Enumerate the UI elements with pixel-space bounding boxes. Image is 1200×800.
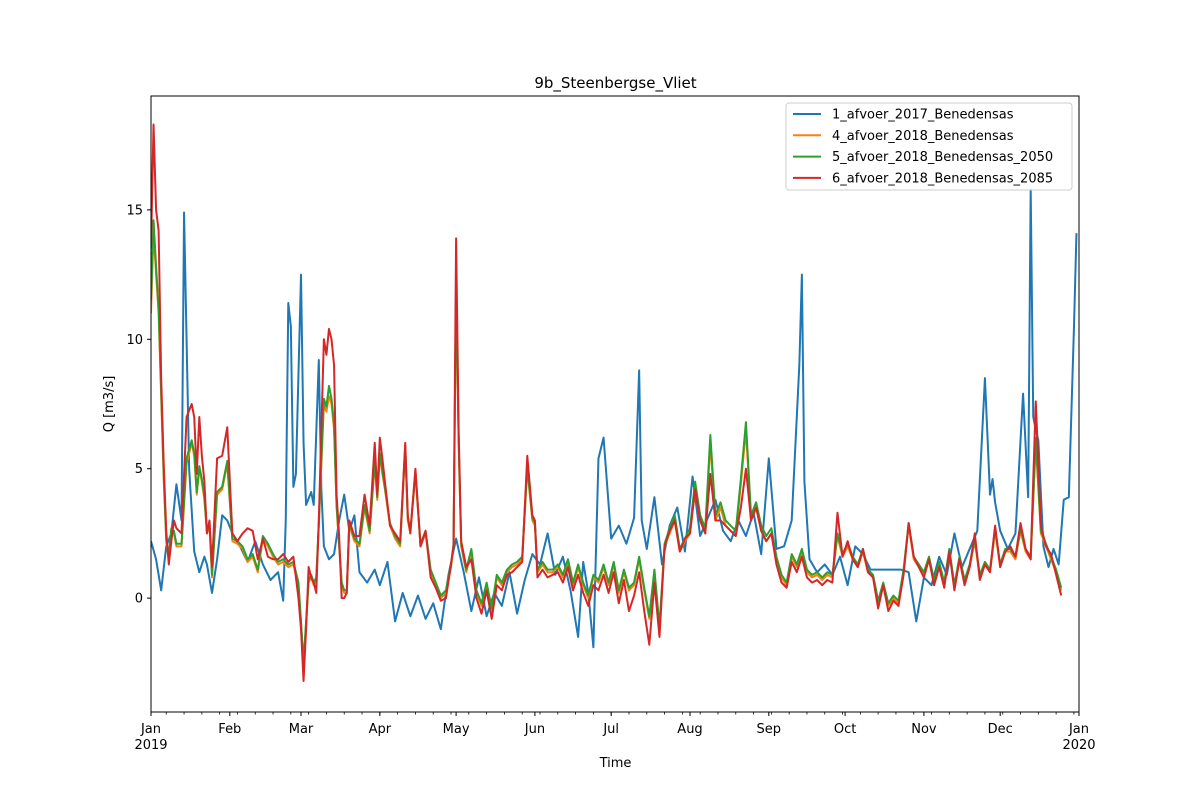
x-axis-label: Time [599, 756, 632, 771]
y-axis: 0 5 10 15 [126, 203, 151, 607]
chart-title: 9b_Steenbergse_Vliet [534, 74, 696, 93]
x-tick-label: Aug [677, 722, 702, 737]
legend-label-4: 6_afvoer_2018_Benedensas_2085 [832, 171, 1053, 186]
y-tick-label: 15 [126, 203, 143, 218]
legend: 1_afvoer_2017_Benedensas 4_afvoer_2018_Be… [785, 102, 1073, 191]
legend-label-3: 5_afvoer_2018_Benedensas_2050 [832, 150, 1053, 165]
x-tick-year-label: 2019 [134, 738, 167, 753]
x-tick-label: Dec [988, 722, 1013, 737]
legend-box [785, 102, 1073, 191]
series-line-4 [151, 123, 1063, 682]
series-line-2 [151, 229, 1063, 667]
x-tick-label: Sep [757, 722, 782, 737]
y-tick-label: 0 [135, 592, 143, 607]
y-tick-label: 5 [135, 462, 143, 477]
y-axis-label: Q [m3/s] [102, 376, 117, 433]
series-layer [151, 123, 1078, 682]
x-tick-label: Mar [289, 722, 314, 737]
x-tick-label: Oct [834, 722, 856, 737]
x-tick-label: Jun [524, 722, 545, 737]
y-tick-label: 10 [126, 333, 143, 348]
x-tick-label: May [443, 722, 470, 737]
x-tick-label: Nov [911, 722, 937, 737]
x-tick-label: Jan [140, 722, 161, 737]
x-tick-label: Jan [1068, 722, 1089, 737]
plot-frame [150, 95, 1080, 713]
x-tick-label: Apr [369, 722, 392, 737]
series-line-3 [151, 219, 1063, 664]
x-tick-label: Feb [218, 722, 241, 737]
x-tick-year-label: 2020 [1062, 738, 1095, 753]
legend-label-1: 1_afvoer_2017_Benedensas [832, 108, 1014, 123]
legend-label-2: 4_afvoer_2018_Benedensas [832, 129, 1014, 144]
x-tick-label: Jul [602, 722, 619, 737]
